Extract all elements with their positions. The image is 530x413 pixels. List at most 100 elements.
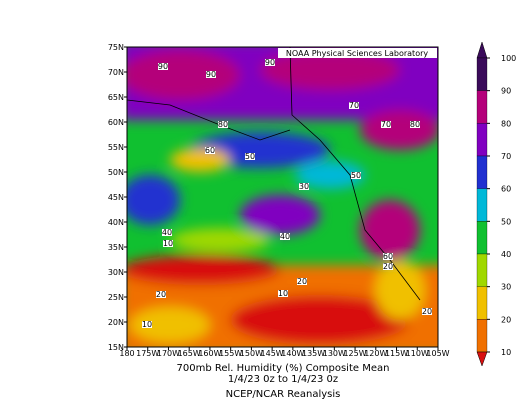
colorbar-label: 50 <box>501 217 511 226</box>
contour-label: 80 <box>410 120 420 129</box>
contour-label: 30 <box>299 182 309 191</box>
lon-label: 165W <box>178 349 201 358</box>
lon-label: 160W <box>198 349 221 358</box>
contour-label-bg <box>383 253 393 260</box>
lat-label: 75N <box>108 43 124 52</box>
contour-label-bg <box>162 229 172 236</box>
contour-label: 10 <box>142 320 152 329</box>
contour-label: 50 <box>351 171 361 180</box>
lat-label: 50N <box>108 168 124 177</box>
lat-label: 45N <box>108 193 124 202</box>
contour-label: 70 <box>381 120 391 129</box>
colorbar-cap <box>476 41 488 59</box>
lon-label: 135W <box>302 349 325 358</box>
colorbar-bin <box>476 57 488 91</box>
lat-label: 35N <box>108 243 124 252</box>
lat-label: 40N <box>108 218 124 227</box>
lon-label: 130W <box>323 349 346 358</box>
colorbar-bin <box>476 155 488 189</box>
lon-label: 125W <box>343 349 366 358</box>
lon-label: 150W <box>240 349 263 358</box>
humidity-field <box>127 47 438 347</box>
colorbar-label: 100 <box>501 54 516 63</box>
contour-label: 90 <box>265 58 275 67</box>
contour-label: 10 <box>163 239 173 248</box>
credit: NOAA Physical Sciences Laboratory <box>286 49 429 58</box>
contour-label: 20 <box>156 290 166 299</box>
lon-label: 140W <box>281 349 304 358</box>
contour-label-bg <box>280 233 290 240</box>
contour-label-bg <box>142 321 152 328</box>
colorbar-bin <box>476 319 488 353</box>
lat-label: 15N <box>108 343 124 352</box>
contour-label-bg <box>349 102 359 109</box>
colorbar-label: 70 <box>501 152 511 161</box>
colorbar-label: 10 <box>501 348 511 357</box>
contour-label-bg <box>278 290 288 297</box>
lat-label: 65N <box>108 93 124 102</box>
contour-label: 20 <box>422 307 432 316</box>
contour-label: 40 <box>162 228 172 237</box>
colorbar-bin <box>476 221 488 255</box>
contour-label: 70 <box>349 101 359 110</box>
contour-label: 10 <box>278 289 288 298</box>
contour-label: 50 <box>245 152 255 161</box>
caption-line: NCEP/NCAR Reanalysis <box>226 389 341 400</box>
contour-label-bg <box>206 71 216 78</box>
contour-label-bg <box>381 121 391 128</box>
contour-label-bg <box>158 63 168 70</box>
contour-label-bg <box>205 147 215 154</box>
colorbar-bin <box>476 188 488 222</box>
contour-label-bg <box>156 291 166 298</box>
contour-label: 80 <box>218 120 228 129</box>
colorbar-bin <box>476 286 488 320</box>
contour-label-bg <box>410 121 420 128</box>
contour-label-bg <box>297 278 307 285</box>
contour-label: 90 <box>206 70 216 79</box>
lat-label: 25N <box>108 293 124 302</box>
lon-label: 170W <box>157 349 180 358</box>
colorbar-label: 30 <box>501 283 511 292</box>
credit-box <box>278 48 437 58</box>
lat-label: 30N <box>108 268 124 277</box>
lon-label: 110W <box>406 349 429 358</box>
colorbar-label: 60 <box>501 185 511 194</box>
contour-label-bg <box>422 308 432 315</box>
lat-label: 70N <box>108 68 124 77</box>
contour-label: 60 <box>383 252 393 261</box>
lon-label: 105W <box>426 349 449 358</box>
colorbar-label: 90 <box>501 87 511 96</box>
contour-label-bg <box>265 59 275 66</box>
contour-label-bg <box>245 153 255 160</box>
lat-label: 60N <box>108 118 124 127</box>
lon-label: 145W <box>261 349 284 358</box>
contour-label-bg <box>383 263 393 270</box>
lon-label: 120W <box>364 349 387 358</box>
caption-line: 700mb Rel. Humidity (%) Composite Mean <box>177 363 390 374</box>
contour-label-bg <box>163 240 173 247</box>
contour-label: 60 <box>205 146 215 155</box>
colorbar-label: 80 <box>501 119 511 128</box>
lat-label: 20N <box>108 318 124 327</box>
lon-label: 180 <box>119 349 134 358</box>
lon-label: 175W <box>136 349 159 358</box>
colorbar-bin <box>476 123 488 157</box>
colorbar-label: 40 <box>501 250 511 259</box>
contour-label-bg <box>299 183 309 190</box>
contour-label: 40 <box>280 232 290 241</box>
contour-label-bg <box>218 121 228 128</box>
contour-label-bg <box>351 172 361 179</box>
colorbar-bin <box>476 90 488 124</box>
contour-label: 90 <box>158 62 168 71</box>
contour-label: 20 <box>383 262 393 271</box>
colorbar-label: 20 <box>501 315 511 324</box>
colorbar-bin <box>476 253 488 287</box>
lat-label: 55N <box>108 143 124 152</box>
caption-line: 1/4/23 0z to 1/4/23 0z <box>228 374 338 385</box>
contour-label: 20 <box>297 277 307 286</box>
lon-label: 115W <box>385 349 408 358</box>
colorbar-cap <box>476 351 488 367</box>
lon-label: 155W <box>219 349 242 358</box>
